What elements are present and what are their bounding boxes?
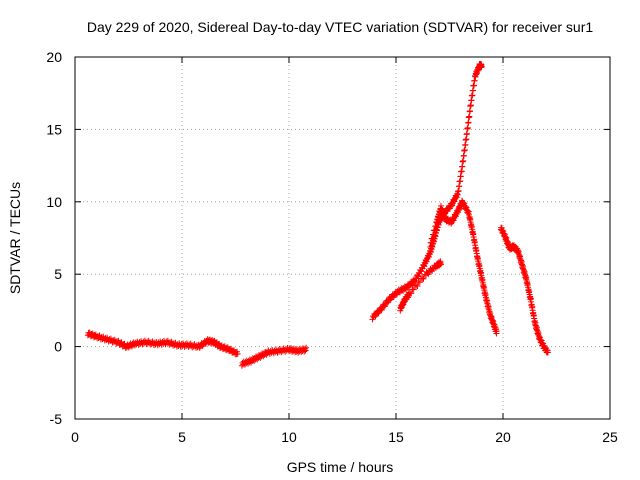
data-layer	[84, 60, 551, 369]
data-point	[420, 275, 427, 282]
x-axis-label: GPS time / hours	[287, 459, 394, 475]
x-tick-label: 5	[178, 429, 186, 445]
data-point	[478, 63, 485, 70]
data-point	[301, 348, 308, 355]
x-tick-label: 0	[71, 429, 79, 445]
data-point	[302, 347, 309, 354]
y-tick-label: 20	[46, 49, 62, 65]
x-tick-label: 20	[495, 429, 511, 445]
plot-frame	[74, 56, 611, 420]
data-point	[414, 283, 421, 290]
y-tick-label: 0	[54, 339, 62, 355]
series-arc-1	[84, 329, 241, 358]
data-point	[303, 344, 310, 351]
chart-title: Day 229 of 2020, Sidereal Day-to-day VTE…	[87, 19, 593, 35]
y-axis-label: SDTVAR / TECUs	[7, 182, 23, 294]
data-point	[493, 328, 500, 335]
x-tick-label: 25	[602, 429, 618, 445]
y-tick-label: 15	[46, 121, 62, 137]
data-point	[410, 286, 417, 293]
data-point	[416, 279, 423, 286]
x-tick-label: 15	[388, 429, 404, 445]
tick-layer: 0 5 10 15 20 25 -5 0 5 10 15 20	[46, 49, 618, 445]
y-tick-label: -5	[50, 411, 63, 427]
y-tick-label: 5	[54, 266, 62, 282]
series-arc-3	[369, 60, 485, 323]
series-arc-6	[497, 224, 551, 356]
series-arc-2	[238, 344, 310, 369]
data-point	[418, 268, 425, 275]
x-tick-label: 10	[281, 429, 297, 445]
series-arc-5	[427, 197, 500, 337]
series-arc-4	[397, 258, 444, 314]
grid-layer	[75, 57, 610, 419]
data-point	[408, 290, 415, 297]
data-point	[437, 261, 444, 268]
data-point	[234, 350, 241, 357]
data-point	[544, 349, 551, 356]
y-tick-label: 10	[46, 194, 62, 210]
data-point	[263, 351, 270, 358]
